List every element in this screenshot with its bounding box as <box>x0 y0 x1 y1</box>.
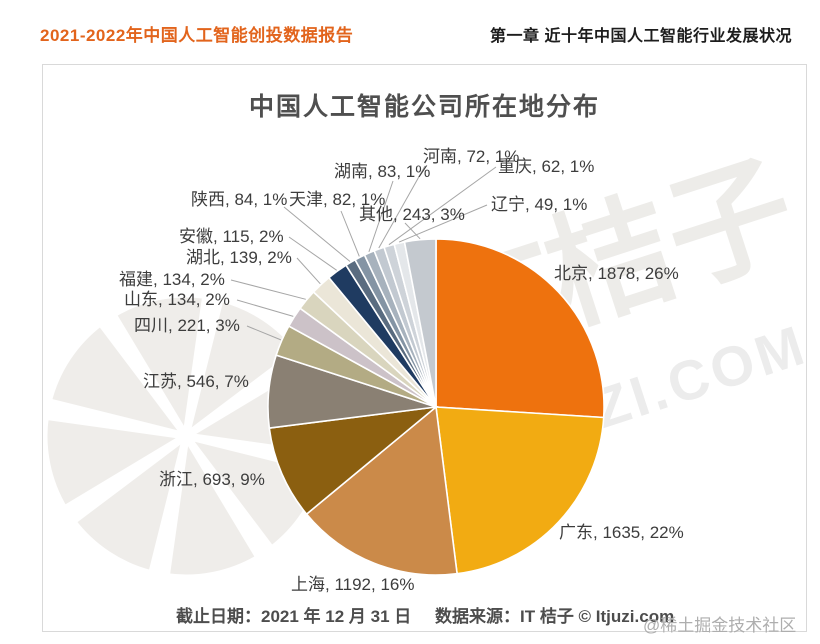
pie-slice-其他[interactable] <box>403 238 437 408</box>
pie-label-上海: 上海, 1192, 16% <box>291 575 414 594</box>
leader-lines <box>230 165 497 341</box>
pie-slice-上海[interactable] <box>305 405 458 576</box>
pie-label-天津: 天津, 82, 1% <box>289 190 385 209</box>
juejin-watermark: @稀土掘金技术社区 <box>643 616 797 635</box>
pie-slices <box>267 238 605 576</box>
pie-label-浙江: 浙江, 693, 9% <box>159 470 265 489</box>
pie-slice-浙江[interactable] <box>268 405 439 516</box>
pie-slice-北京[interactable] <box>435 238 605 419</box>
cutoff-date-label: 截止日期：2021 年 12 月 31 日 <box>176 607 412 626</box>
pie-label-山东: 山东, 134, 2% <box>124 290 230 309</box>
pie-labels: 北京, 1878, 26% 广东, 1635, 22% 上海, 1192, 16% 浙… <box>119 147 684 594</box>
pie-label-重庆: 重庆, 62, 1% <box>498 157 594 176</box>
chapter-title: 第一章 近十年中国人工智能行业发展状况 <box>490 28 792 45</box>
data-source-label: 数据来源：IT 桔子 © Itjuzi.com <box>435 607 675 626</box>
pie-label-湖南: 湖南, 83, 1% <box>334 162 430 181</box>
pie-label-河南: 河南, 72, 1% <box>423 147 519 166</box>
pie-label-湖北: 湖北, 139, 2% <box>186 248 292 267</box>
pie-label-广东: 广东, 1635, 22% <box>559 523 684 542</box>
chart-card: IT桔子 ITJUZI.COM 北京, 1878, 26% 广东, 1635, 22%… <box>42 64 807 632</box>
report-title: 2021-2022年中国人工智能创投数据报告 <box>40 26 354 45</box>
pie-label-福建: 福建, 134, 2% <box>119 270 225 289</box>
pie-slice-广东[interactable] <box>435 406 605 575</box>
pie-label-陕西: 陕西, 84, 1% <box>191 190 287 209</box>
pie-label-其他: 其他, 243, 3% <box>359 205 465 224</box>
pie-label-辽宁: 辽宁, 49, 1% <box>491 195 587 214</box>
pie-label-四川: 四川, 221, 3% <box>134 316 240 335</box>
pie-label-安徽: 安徽, 115, 2% <box>179 227 284 246</box>
pie-label-北京: 北京, 1878, 26% <box>554 264 679 283</box>
chart-title: 中国人工智能公司所在地分布 <box>248 93 600 121</box>
pie-label-江苏: 江苏, 546, 7% <box>143 372 249 391</box>
